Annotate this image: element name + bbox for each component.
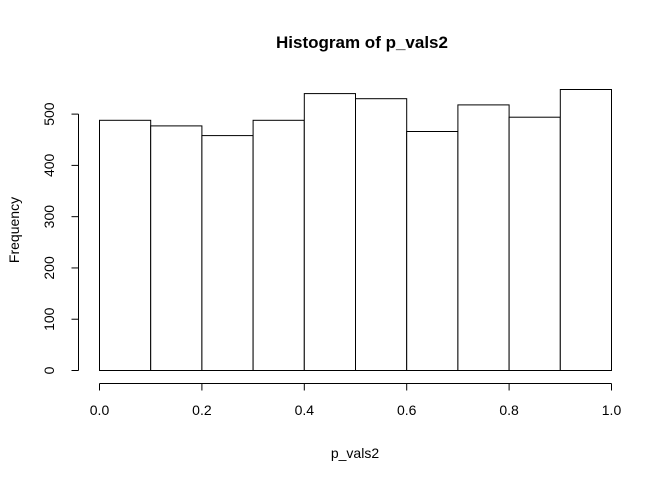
x-tick-label: 0.2 <box>192 402 212 418</box>
histogram-bar <box>457 104 510 372</box>
histogram-bar <box>99 119 152 371</box>
x-tick-label: 0.8 <box>499 402 519 418</box>
histogram-bar <box>406 131 459 371</box>
histogram-bar <box>303 93 356 371</box>
histogram-bar <box>252 119 305 371</box>
x-axis: 0.0 0.2 0.4 0.6 0.8 1.0 <box>90 383 622 418</box>
histogram-bar <box>150 125 203 372</box>
y-tick-label: 200 <box>41 256 57 280</box>
histogram-bar <box>355 98 408 371</box>
y-tick-label: 400 <box>41 153 57 177</box>
x-tick-label: 0.0 <box>90 402 110 418</box>
x-tick-label: 1.0 <box>602 402 622 418</box>
histogram-bar <box>559 89 612 371</box>
histogram-bar <box>508 116 561 371</box>
y-tick-label: 0 <box>41 366 57 374</box>
y-tick-label: 300 <box>41 205 57 229</box>
bars-group <box>99 89 612 372</box>
x-tick-label: 0.4 <box>295 402 315 418</box>
histogram-bar <box>201 135 254 371</box>
y-axis: 0 100 200 300 400 500 <box>41 102 79 374</box>
x-tick-label: 0.6 <box>397 402 417 418</box>
x-axis-label: p_vals2 <box>331 445 379 461</box>
chart-title: Histogram of p_vals2 <box>276 33 448 52</box>
y-tick-label: 500 <box>41 102 57 126</box>
y-axis-label: Frequency <box>6 197 22 263</box>
y-tick-label: 100 <box>41 307 57 331</box>
